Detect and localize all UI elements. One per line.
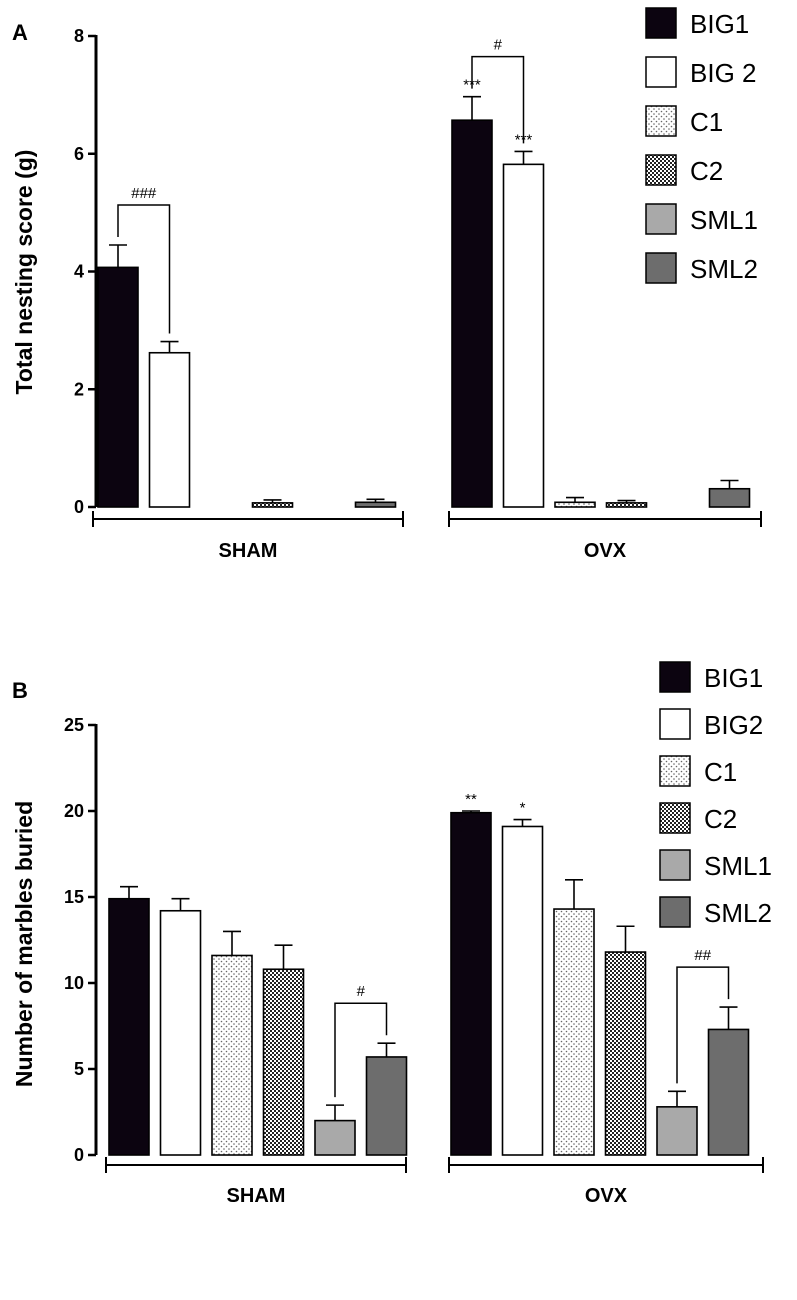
panel-b-bar [501, 825, 544, 1156]
panel-b-bar [365, 1056, 408, 1156]
panel-a-significance-bracket [471, 55, 525, 144]
panel-b-legend-swatch [659, 802, 691, 834]
panel-b-bar [159, 909, 202, 1156]
panel-a-significance-label: ### [131, 185, 157, 202]
panel-b-bar [656, 1106, 698, 1156]
panel-a-legend-swatch [645, 7, 677, 39]
panel-b-letter: B [12, 678, 28, 703]
panel-a-bar [148, 351, 191, 508]
panel-a-legend-swatch [645, 203, 677, 235]
panel-b-legend-swatch [659, 661, 691, 693]
panel-b-legend-label: BIG1 [704, 663, 763, 693]
panel-b-bar [211, 954, 253, 1156]
panel-b-legend-label: BIG2 [704, 710, 763, 740]
panel-a-legend-swatch [645, 252, 677, 284]
panel-b-y-axis-label: Number of marbles buried [11, 801, 37, 1087]
panel-a-significance-stars: *** [515, 131, 533, 148]
panel-a-significance-stars: *** [463, 77, 481, 94]
panel-b-bar [450, 811, 492, 1156]
panel-b-legend-swatch [659, 755, 691, 787]
panel-a-y-tick-label: 4 [74, 262, 84, 282]
panel-b-bar [707, 1028, 750, 1156]
panel-b-legend-label: SML2 [704, 898, 772, 928]
panel-a-bar [251, 502, 294, 508]
panel-a-significance-bracket [117, 204, 171, 334]
panel-a-y-tick-label: 0 [74, 497, 84, 517]
panel-b-legend-swatch [659, 849, 691, 881]
panel-b-group-label-sham: SHAM [227, 1185, 286, 1207]
panel-a-group-label-ovx: OVX [584, 540, 627, 562]
panel-a-legend-label: BIG1 [690, 9, 749, 39]
panel-a-legend-swatch [645, 56, 677, 88]
panel-b-bar [553, 908, 595, 1156]
panel-a-y-tick-label: 6 [74, 144, 84, 164]
panel-b-y-tick-label: 5 [74, 1059, 84, 1079]
panel-a-bar [605, 502, 648, 508]
panel-a-bar [708, 487, 751, 508]
panel-a-legend-label: C2 [690, 156, 723, 186]
panel-b-legend-label: C1 [704, 757, 737, 787]
panel-a-bar [502, 163, 545, 508]
panel-a-y-tick-label: 8 [74, 26, 84, 46]
panel-b-significance-stars: ** [465, 791, 477, 808]
panel-a-legend-label: SML1 [690, 205, 758, 235]
panel-b-bar [604, 951, 647, 1156]
panel-b-y-tick-label: 20 [64, 801, 84, 821]
panel-b-significance-bracket [676, 966, 730, 1084]
panel-b-bar [314, 1119, 356, 1156]
panel-a-legend-swatch [645, 154, 677, 186]
panel-b-significance-label: # [357, 983, 366, 1000]
panel-b-y-tick-label: 15 [64, 887, 84, 907]
panel-a-letter: A [12, 20, 28, 45]
panel-a-legend-label: BIG 2 [690, 58, 756, 88]
panel-a-y-tick-label: 2 [74, 379, 84, 399]
panel-b-legend-swatch [659, 896, 691, 928]
panel-b-bar [262, 968, 305, 1156]
panel-a-bar [554, 501, 596, 508]
panel-a-bar [97, 266, 139, 508]
panel-a-legend-swatch [645, 105, 677, 137]
panel-b-significance-bracket [334, 1002, 388, 1098]
panel-b-group-label-ovx: OVX [585, 1185, 628, 1207]
panel-b-significance-label: ## [694, 947, 711, 964]
panel-a-bar [354, 501, 397, 508]
panel-b-y-tick-label: 0 [74, 1145, 84, 1165]
panel-b-legend-label: C2 [704, 804, 737, 834]
panel-a-group-label-sham: SHAM [219, 540, 278, 562]
panel-a-significance-label: # [494, 37, 503, 54]
panel-a-y-axis-label: Total nesting score (g) [11, 150, 37, 395]
panel-a-legend-label: SML2 [690, 254, 758, 284]
panel-b-y-tick-label: 10 [64, 973, 84, 993]
panel-b-y-tick-label: 25 [64, 715, 84, 735]
panel-b-legend-swatch [659, 708, 691, 740]
panel-b-significance-stars: * [520, 800, 526, 817]
panel-b-bar [108, 897, 150, 1156]
panel-a-legend-label: C1 [690, 107, 723, 137]
panel-b-legend-label: SML1 [704, 851, 772, 881]
panel-a-bar [451, 119, 493, 508]
